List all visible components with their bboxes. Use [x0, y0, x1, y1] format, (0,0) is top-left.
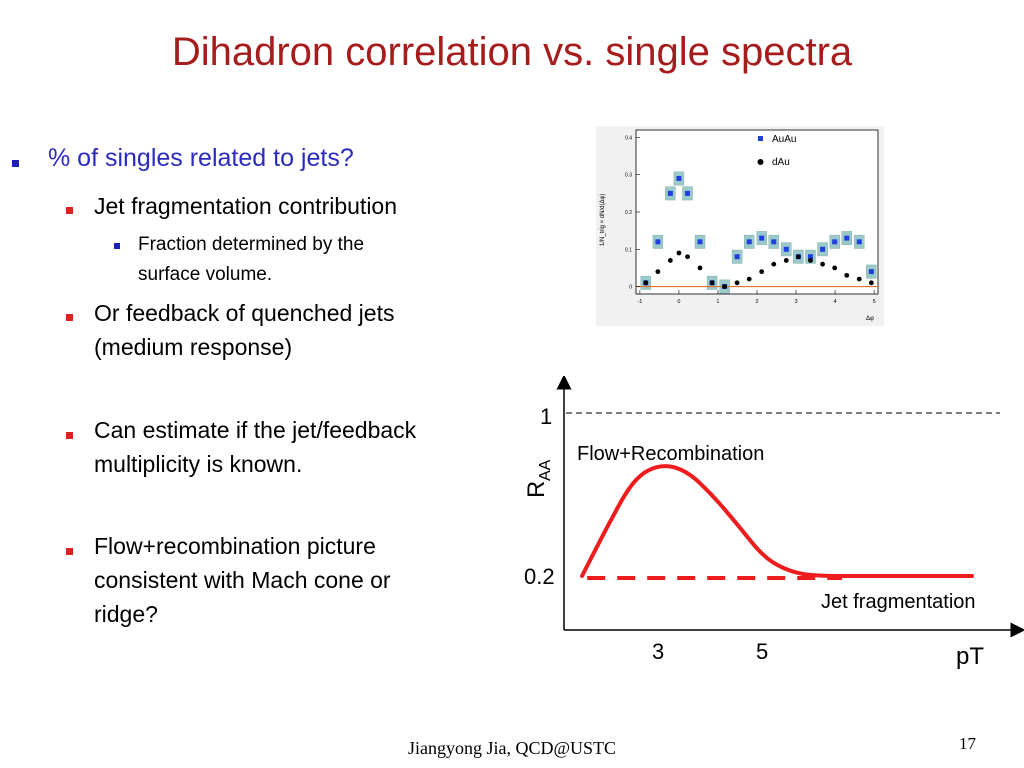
y-axis-label: 1/N_trig × dN/d(Δφ) [600, 194, 606, 246]
bullet-fraction-line1: Fraction determined by the [138, 234, 365, 255]
dau-point [795, 254, 801, 260]
x-axis-label: Δφ [866, 316, 874, 322]
auau-point [676, 175, 682, 181]
y-tick-0-2: 0.2 [524, 564, 555, 589]
dau-point [783, 258, 789, 263]
bullet-marker [114, 243, 120, 249]
x-tick-label: 5 [873, 299, 876, 305]
bullet-feedback-line2: (medium response) [94, 334, 293, 360]
legend-auau-label: AuAu [772, 134, 796, 145]
y-tick-label: 0.2 [625, 210, 632, 216]
dau-point [844, 272, 850, 278]
legend-dau-label: dAu [772, 157, 790, 168]
auau-point [685, 190, 691, 196]
x-tick-label: 1 [716, 299, 719, 305]
dau-point [667, 258, 673, 263]
y-tick-label: 0.1 [625, 247, 632, 253]
y-tick-label: 0.4 [625, 135, 632, 141]
auau-point [807, 254, 813, 260]
dau-point [676, 250, 682, 256]
bullet-marker [66, 548, 73, 555]
dau-point [697, 265, 703, 271]
y-axis-label-main: R [523, 481, 550, 498]
x-tick-label: -1 [637, 299, 642, 305]
bullet-flow-line2: consistent with Mach cone or [94, 567, 391, 593]
auau-point [759, 235, 765, 241]
bullet-marker [66, 207, 73, 214]
dau-point [856, 276, 862, 282]
bullet-marker [66, 432, 73, 439]
auau-point [868, 269, 874, 275]
bullet-marker [66, 314, 73, 321]
x-tick-3: 3 [652, 639, 664, 664]
auau-point [667, 190, 673, 196]
y-axis-label: R AA [523, 459, 554, 498]
raa-sketch: 1 0.2 3 5 pT R AA Flow+Recombination Jet… [523, 376, 1024, 670]
auau-point [820, 246, 826, 252]
bullet-flow-line3: ridge? [94, 601, 158, 627]
dihadron-correlation-plot: 0 0.1 0.2 0.3 0.4 -1 0 1 2 3 4 5 AuAu dAu 1/N_trig… [596, 126, 884, 326]
dau-point [771, 261, 777, 267]
footer-author: Jiangyong Jia, QCD@USTC [407, 738, 617, 758]
auau-point [771, 239, 777, 245]
dau-point [734, 280, 740, 286]
auau-point [783, 246, 789, 252]
auau-point [844, 235, 850, 241]
dau-point [685, 254, 690, 260]
bullet-estimate-line1: Can estimate if the jet/feedback [94, 417, 417, 443]
x-tick-label: 0 [677, 299, 680, 305]
x-tick-label: 2 [755, 299, 758, 305]
dau-point [709, 280, 715, 286]
dau-point [759, 269, 765, 275]
auau-point [697, 239, 703, 245]
auau-point [832, 239, 838, 245]
dau-point [820, 261, 825, 267]
y-tick-1: 1 [540, 404, 552, 429]
flow-recombination-curve [580, 464, 974, 578]
y-tick-label: 0 [629, 285, 632, 291]
x-tick-label: 3 [795, 299, 798, 305]
dau-point [655, 269, 661, 275]
legend-dau-marker [757, 159, 764, 165]
bullet-fraction-line2: surface volume. [138, 264, 273, 285]
x-tick-5: 5 [756, 639, 768, 664]
y-tick-label: 0.3 [625, 173, 632, 179]
dau-point [746, 276, 752, 282]
auau-point [655, 239, 661, 245]
dau-point [643, 280, 649, 286]
x-tick-label: 4 [834, 299, 837, 305]
legend-auau-marker [758, 136, 763, 141]
page-number: 17 [959, 734, 976, 753]
bullet-marker [12, 160, 19, 167]
dau-point [722, 284, 728, 289]
auau-point [746, 239, 752, 245]
y-axis-label-sub: AA [537, 459, 554, 481]
auau-point [734, 254, 740, 260]
flow-recombination-label: Flow+Recombination [577, 443, 764, 465]
bullet-feedback-line1: Or feedback of quenched jets [94, 300, 395, 326]
bullet-estimate-line2: multiplicity is known. [94, 451, 303, 477]
plot-frame [635, 129, 879, 295]
x-axis-label: pT [956, 643, 984, 670]
bullet-flow-line1: Flow+recombination picture [94, 533, 376, 559]
dau-point [832, 265, 838, 271]
bullet-jet-fragmentation: Jet fragmentation contribution [94, 193, 398, 219]
jet-fragmentation-label: Jet fragmentation [821, 591, 976, 613]
auau-point [856, 239, 862, 245]
dau-point [868, 280, 874, 286]
dau-point [808, 258, 813, 263]
bullet-jets-question: % of singles related to jets? [48, 144, 354, 172]
slide-title: Dihadron correlation vs. single spectra [171, 30, 853, 74]
